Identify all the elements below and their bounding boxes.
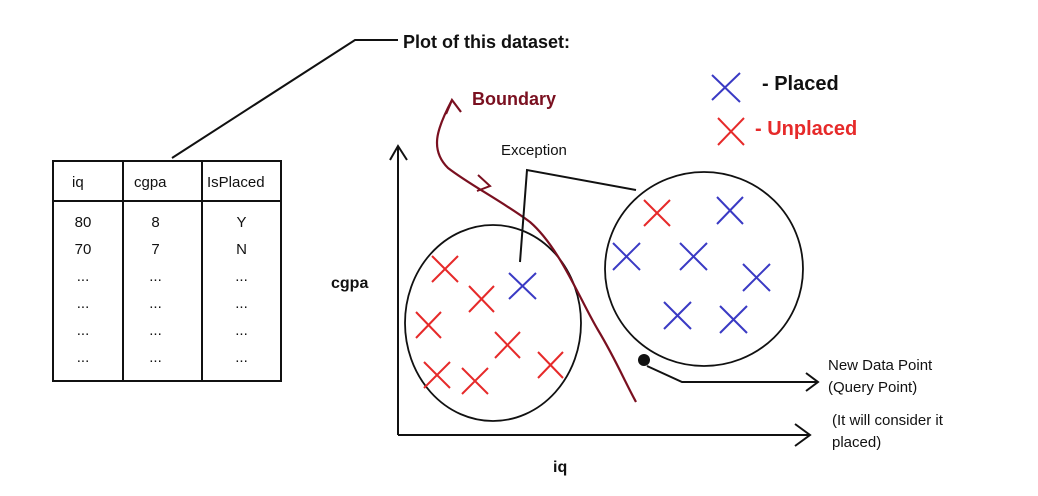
table-cell: ...: [235, 349, 248, 366]
query-point-arrow: [646, 365, 818, 383]
x-axis-arrowhead: [794, 423, 812, 447]
table-column-iq: iq 80 70 ... ... ... ...: [54, 162, 124, 380]
table-connector-line: [171, 39, 398, 159]
consider-line1: (It will consider it: [832, 412, 943, 429]
unplaced-marks: [415, 199, 671, 395]
placed-mark: [719, 305, 748, 334]
consider-line2: placed): [832, 434, 882, 451]
table-cell: 7: [151, 241, 160, 258]
legend-unplaced-label: - Unplaced: [755, 118, 858, 140]
query-point-dot: [638, 354, 650, 366]
placed-mark: [742, 263, 771, 292]
query-point-line1: New Data Point: [828, 357, 933, 374]
exception-pointer: [519, 168, 637, 263]
placed-mark: [508, 272, 537, 300]
unplaced-mark: [431, 255, 459, 283]
unplaced-mark: [643, 199, 671, 227]
table-column-isplaced: IsPlaced Y N ... ... ... ...: [203, 162, 280, 380]
table-cell: ...: [235, 322, 248, 339]
table-cell: 70: [74, 241, 92, 258]
table-cell: N: [236, 241, 247, 258]
boundary-mid-arrow: [476, 174, 492, 192]
y-axis-label: cgpa: [331, 275, 369, 292]
placed-mark: [716, 196, 744, 225]
placed-marks: [508, 196, 771, 334]
unplaced-mark: [494, 331, 521, 359]
unplaced-mark: [415, 311, 442, 339]
query-point-arrowhead: [805, 372, 820, 392]
table-column-values: 8 7 ... ... ... ...: [116, 209, 195, 371]
boundary-label: Boundary: [472, 89, 557, 109]
table-cell: ...: [76, 322, 90, 339]
placed-mark: [612, 242, 641, 271]
exception-label: Exception: [501, 142, 567, 159]
table-header-cell: iq: [72, 174, 84, 191]
table-column-values: Y N ... ... ... ...: [203, 209, 280, 371]
table-cell: ...: [76, 268, 90, 285]
legend-unplaced-icon: [717, 117, 745, 146]
consider-note: (It will consider it placed): [832, 410, 943, 454]
unplaced-mark: [461, 367, 489, 395]
dataset-table: iq 80 70 ... ... ... ... cgpa 8 7 ... ..…: [52, 160, 282, 382]
table-cell: ...: [149, 349, 162, 366]
table-column-cgpa: cgpa 8 7 ... ... ... ...: [122, 162, 203, 380]
query-point-note: New Data Point (Query Point): [828, 355, 932, 399]
table-header-cell: IsPlaced: [207, 174, 265, 191]
table-cell: ...: [235, 268, 248, 285]
table-cell: ...: [149, 322, 162, 339]
table-cell: ...: [149, 295, 162, 312]
unplaced-cluster-circle: [404, 224, 582, 422]
legend-placed-label: - Placed: [762, 73, 839, 95]
table-cell: Y: [236, 214, 247, 231]
legend-placed-icon: [711, 72, 741, 103]
placed-cluster-circle: [604, 171, 804, 367]
table-cell: ...: [235, 295, 248, 312]
table-cell: 80: [74, 214, 92, 231]
unplaced-mark: [423, 361, 451, 389]
table-cell: ...: [76, 349, 90, 366]
boundary-curve: [435, 99, 637, 403]
table-cell: 8: [151, 214, 160, 231]
table-cell: ...: [149, 268, 162, 285]
x-axis-label: iq: [553, 459, 568, 476]
boundary-arrowhead: [444, 97, 462, 115]
table-column-values: 80 70 ... ... ... ...: [49, 209, 117, 371]
unplaced-mark: [468, 285, 495, 313]
table-cell: ...: [76, 295, 90, 312]
plot-title: Plot of this dataset:: [403, 32, 571, 52]
table-header-cell: cgpa: [134, 174, 167, 191]
placed-mark: [679, 242, 708, 271]
placed-mark: [663, 301, 692, 330]
query-point-line2: (Query Point): [828, 379, 918, 396]
y-axis-arrowhead: [389, 144, 408, 161]
table-header-divider: [54, 200, 280, 202]
unplaced-mark: [537, 351, 564, 379]
